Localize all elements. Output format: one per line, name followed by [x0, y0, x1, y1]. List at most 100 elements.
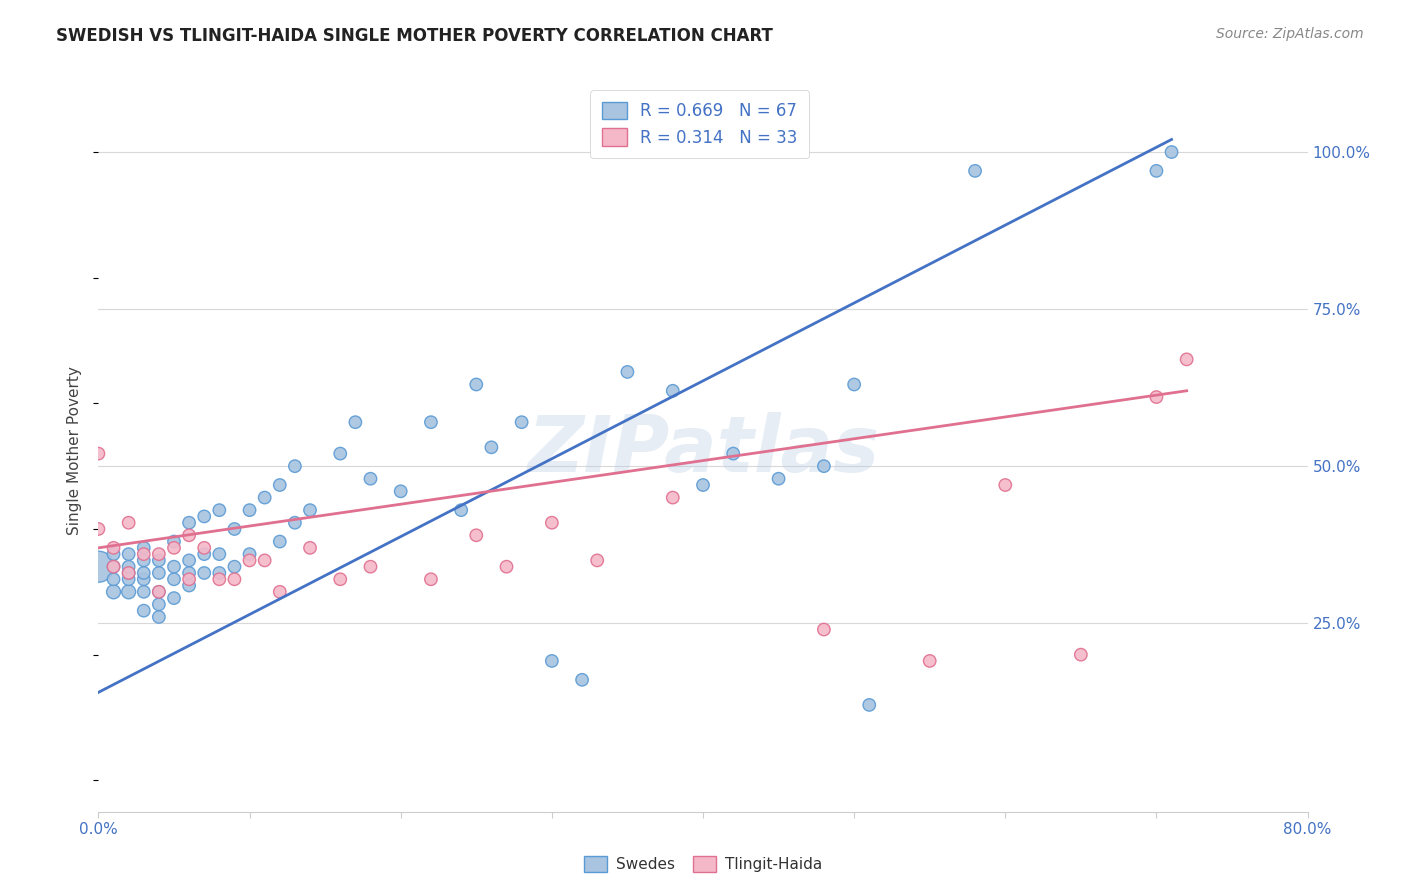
- Point: [118, 547, 141, 561]
- Point: [586, 553, 609, 567]
- Point: [103, 541, 125, 555]
- Point: [193, 541, 215, 555]
- Point: [208, 503, 231, 517]
- Point: [571, 673, 593, 687]
- Point: [269, 584, 291, 599]
- Legend: Swedes, Tlingit-Haida: Swedes, Tlingit-Haida: [576, 848, 830, 880]
- Point: [179, 516, 201, 530]
- Point: [179, 578, 201, 592]
- Point: [844, 377, 866, 392]
- Point: [858, 698, 880, 712]
- Point: [179, 572, 201, 586]
- Point: [103, 559, 125, 574]
- Point: [103, 584, 125, 599]
- Point: [163, 591, 186, 606]
- Point: [163, 572, 186, 586]
- Point: [813, 459, 835, 474]
- Point: [193, 509, 215, 524]
- Point: [420, 415, 443, 429]
- Point: [239, 503, 262, 517]
- Point: [360, 559, 382, 574]
- Point: [103, 559, 125, 574]
- Point: [148, 547, 170, 561]
- Point: [1070, 648, 1092, 662]
- Point: [87, 447, 110, 461]
- Point: [148, 584, 170, 599]
- Point: [253, 491, 276, 505]
- Legend: R = 0.669   N = 67, R = 0.314   N = 33: R = 0.669 N = 67, R = 0.314 N = 33: [591, 90, 810, 158]
- Point: [208, 566, 231, 580]
- Text: Source: ZipAtlas.com: Source: ZipAtlas.com: [1216, 27, 1364, 41]
- Point: [284, 459, 307, 474]
- Point: [420, 572, 443, 586]
- Point: [329, 572, 352, 586]
- Point: [253, 553, 276, 567]
- Point: [118, 584, 141, 599]
- Point: [148, 566, 170, 580]
- Point: [495, 559, 517, 574]
- Point: [813, 623, 835, 637]
- Point: [179, 528, 201, 542]
- Point: [118, 566, 141, 580]
- Point: [1144, 164, 1167, 178]
- Text: ZIPatlas: ZIPatlas: [527, 412, 879, 489]
- Point: [118, 516, 141, 530]
- Point: [239, 553, 262, 567]
- Point: [723, 447, 745, 461]
- Point: [132, 604, 155, 618]
- Point: [692, 478, 714, 492]
- Point: [224, 559, 246, 574]
- Point: [269, 478, 291, 492]
- Point: [481, 440, 503, 454]
- Point: [132, 547, 155, 561]
- Point: [965, 164, 987, 178]
- Point: [148, 610, 170, 624]
- Point: [269, 534, 291, 549]
- Point: [284, 516, 307, 530]
- Text: SWEDISH VS TLINGIT-HAIDA SINGLE MOTHER POVERTY CORRELATION CHART: SWEDISH VS TLINGIT-HAIDA SINGLE MOTHER P…: [56, 27, 773, 45]
- Point: [465, 528, 488, 542]
- Point: [132, 584, 155, 599]
- Point: [132, 553, 155, 567]
- Point: [1144, 390, 1167, 404]
- Point: [193, 547, 215, 561]
- Point: [179, 566, 201, 580]
- Point: [224, 572, 246, 586]
- Point: [208, 547, 231, 561]
- Point: [918, 654, 941, 668]
- Y-axis label: Single Mother Poverty: Single Mother Poverty: [67, 366, 83, 535]
- Point: [510, 415, 533, 429]
- Point: [179, 553, 201, 567]
- Point: [87, 522, 110, 536]
- Point: [661, 384, 683, 398]
- Point: [103, 572, 125, 586]
- Point: [87, 559, 110, 574]
- Point: [148, 584, 170, 599]
- Point: [389, 484, 412, 499]
- Point: [299, 541, 322, 555]
- Point: [540, 654, 562, 668]
- Point: [132, 541, 155, 555]
- Point: [540, 516, 562, 530]
- Point: [616, 365, 638, 379]
- Point: [148, 598, 170, 612]
- Point: [118, 572, 141, 586]
- Point: [163, 559, 186, 574]
- Point: [239, 547, 262, 561]
- Point: [1160, 145, 1182, 159]
- Point: [118, 559, 141, 574]
- Point: [148, 553, 170, 567]
- Point: [224, 522, 246, 536]
- Point: [208, 572, 231, 586]
- Point: [768, 472, 790, 486]
- Point: [1175, 352, 1198, 367]
- Point: [132, 566, 155, 580]
- Point: [661, 491, 683, 505]
- Point: [344, 415, 367, 429]
- Point: [465, 377, 488, 392]
- Point: [329, 447, 352, 461]
- Point: [163, 541, 186, 555]
- Point: [193, 566, 215, 580]
- Point: [118, 566, 141, 580]
- Point: [299, 503, 322, 517]
